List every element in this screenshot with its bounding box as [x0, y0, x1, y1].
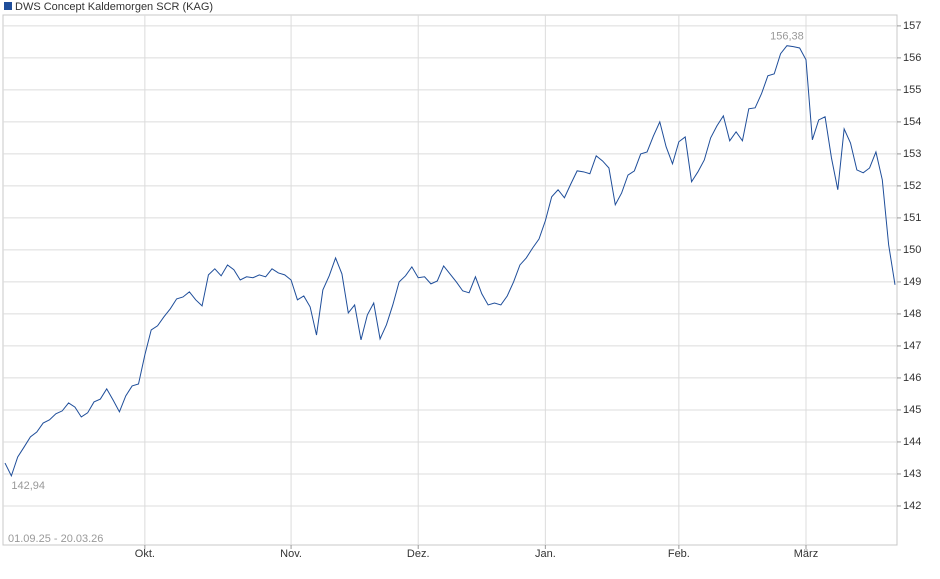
y-tick-label: 149: [903, 276, 921, 288]
x-tick-label: März: [794, 548, 818, 560]
y-tick-label: 143: [903, 468, 921, 480]
y-tick-label: 151: [903, 212, 921, 224]
y-tick-label: 153: [903, 148, 921, 160]
y-tick-label: 146: [903, 372, 921, 384]
y-tick-label: 156: [903, 52, 921, 64]
x-tick-label: Feb.: [668, 548, 690, 560]
extreme-label: 142,94: [11, 480, 45, 492]
y-tick-label: 150: [903, 244, 921, 256]
y-tick-label: 142: [903, 500, 921, 512]
legend-label: DWS Concept Kaldemorgen SCR (KAG): [15, 1, 213, 13]
y-tick-label: 148: [903, 308, 921, 320]
x-tick-label: Nov.: [280, 548, 302, 560]
plot-frame: [2, 14, 898, 546]
y-tick-label: 147: [903, 340, 921, 352]
x-tick-label: Jan.: [535, 548, 556, 560]
y-tick-label: 152: [903, 180, 921, 192]
y-tick-label: 144: [903, 436, 921, 448]
price-line: [4, 45, 896, 478]
legend-swatch: [4, 2, 12, 10]
x-tick-label: Dez.: [407, 548, 430, 560]
y-tick-label: 157: [903, 20, 921, 32]
x-tick-label: Okt.: [135, 548, 155, 560]
date-range: 01.09.25 - 20.03.26: [8, 533, 103, 545]
extreme-label: 156,38: [770, 31, 804, 43]
y-tick-label: 154: [903, 116, 921, 128]
y-tick-label: 145: [903, 404, 921, 416]
y-tick-label: 155: [903, 84, 921, 96]
